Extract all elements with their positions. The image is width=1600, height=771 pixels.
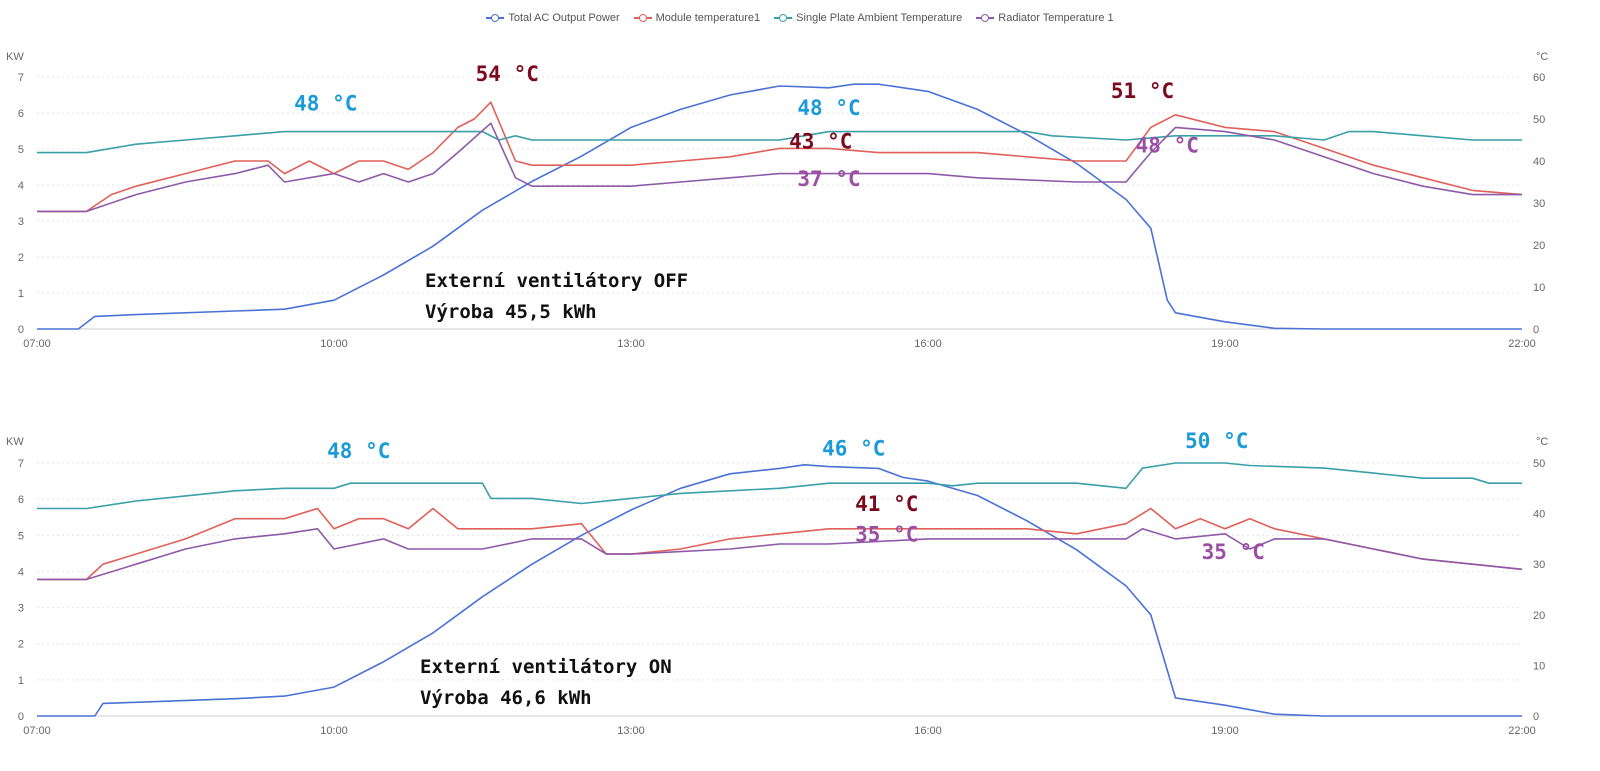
left-axis-tick-label: 4 xyxy=(18,566,24,578)
temperature-annotation: 37 °C xyxy=(797,167,860,191)
temperature-annotation: 48 °C xyxy=(327,439,390,463)
chart-note: Externí ventilátory ON xyxy=(420,656,672,678)
legend-item[interactable]: Single Plate Ambient Temperature xyxy=(774,12,962,24)
temperature-annotation: 35 °C xyxy=(1202,540,1265,564)
left-axis-tick-label: 0 xyxy=(18,711,24,723)
x-axis-tick-label: 19:00 xyxy=(1211,338,1239,350)
right-axis-tick-label: 30 xyxy=(1533,198,1545,210)
series-line-radiator-temperature-1 xyxy=(37,122,1522,213)
legend-marker-icon xyxy=(633,13,652,23)
left-axis-tick-label: 6 xyxy=(18,494,24,506)
temperature-annotation: 50 °C xyxy=(1185,429,1248,453)
left-axis-tick-label: 3 xyxy=(18,216,24,228)
x-axis-tick-label: 13:00 xyxy=(617,338,645,350)
temperature-annotation: 43 °C xyxy=(789,129,852,153)
x-axis-tick-label: 22:00 xyxy=(1508,725,1536,737)
left-axis-tick-label: 2 xyxy=(18,639,24,651)
temperature-annotation: 35 °C xyxy=(855,522,918,546)
right-axis-tick-label: 50 xyxy=(1533,114,1545,126)
right-axis-tick-label: 0 xyxy=(1533,711,1539,723)
right-axis-tick-label: 40 xyxy=(1533,156,1545,168)
left-axis-tick-label: 1 xyxy=(18,675,24,687)
series-line-module-temperature1 xyxy=(37,101,1523,213)
chart-legend: Total AC Output Power Module temperature1… xyxy=(0,12,1600,24)
legend-item[interactable]: Radiator Temperature 1 xyxy=(976,12,1114,24)
x-axis-tick-label: 07:00 xyxy=(23,338,51,350)
left-axis-unit: KW xyxy=(6,51,24,63)
temperature-annotation: 41 °C xyxy=(855,492,918,516)
left-axis-tick-label: 3 xyxy=(18,603,24,615)
temperature-annotation: 46 °C xyxy=(822,436,885,460)
x-axis-tick-label: 16:00 xyxy=(914,338,942,350)
left-axis-tick-label: 7 xyxy=(18,72,24,84)
right-axis-tick-label: 50 xyxy=(1533,458,1545,470)
legend-label: Radiator Temperature 1 xyxy=(998,12,1114,24)
left-axis-tick-label: 6 xyxy=(18,108,24,120)
right-axis-tick-label: 10 xyxy=(1533,282,1545,294)
temperature-annotation: 48 °C xyxy=(797,96,860,120)
right-axis-tick-label: 20 xyxy=(1533,610,1545,622)
right-axis-tick-label: 30 xyxy=(1533,559,1545,571)
legend-label: Module temperature1 xyxy=(655,12,761,24)
legend-item[interactable]: Total AC Output Power xyxy=(486,12,620,24)
series-line-module-temperature1 xyxy=(37,507,1523,581)
x-axis-tick-label: 07:00 xyxy=(23,725,51,737)
left-axis-tick-label: 4 xyxy=(18,180,24,192)
temperature-annotation: 48 °C xyxy=(294,92,357,116)
temperature-annotation: 48 °C xyxy=(1136,134,1199,158)
right-axis-unit: °C xyxy=(1536,436,1548,448)
left-axis-tick-label: 1 xyxy=(18,288,24,300)
temperature-annotation: 54 °C xyxy=(476,62,539,86)
left-axis-tick-label: 7 xyxy=(18,458,24,470)
x-axis-tick-label: 19:00 xyxy=(1211,725,1239,737)
chart-note: Výroba 45,5 kWh xyxy=(425,301,597,323)
series-line-radiator-temperature-1 xyxy=(37,528,1523,581)
right-axis-tick-label: 40 xyxy=(1533,509,1545,521)
left-axis-tick-label: 5 xyxy=(18,144,24,156)
legend-label: Total AC Output Power xyxy=(508,12,620,24)
series-line-single-plate-ambient-temperature xyxy=(37,130,1522,154)
x-axis-tick-label: 13:00 xyxy=(617,725,645,737)
x-axis-tick-label: 22:00 xyxy=(1508,338,1536,350)
series-line-single-plate-ambient-temperature xyxy=(37,462,1522,510)
x-axis-tick-label: 10:00 xyxy=(320,338,348,350)
series-line-total-ac-output-power xyxy=(37,464,1522,717)
chart-note: Výroba 46,6 kWh xyxy=(420,687,592,709)
legend-marker-icon xyxy=(976,13,995,23)
left-axis-tick-label: 5 xyxy=(18,530,24,542)
temperature-annotation: 51 °C xyxy=(1111,79,1174,103)
left-axis-tick-label: 0 xyxy=(18,324,24,336)
right-axis-tick-label: 0 xyxy=(1533,324,1539,336)
right-axis-tick-label: 60 xyxy=(1533,72,1545,84)
chart-note: Externí ventilátory OFF xyxy=(425,270,688,292)
legend-marker-icon xyxy=(486,13,505,23)
series-line-total-ac-output-power xyxy=(37,83,1522,330)
legend-marker-icon xyxy=(774,13,793,23)
legend-label: Single Plate Ambient Temperature xyxy=(796,12,963,24)
x-axis-tick-label: 16:00 xyxy=(914,725,942,737)
right-axis-unit: °C xyxy=(1536,51,1548,63)
left-axis-tick-label: 2 xyxy=(18,252,24,264)
right-axis-tick-label: 20 xyxy=(1533,240,1545,252)
right-axis-tick-label: 10 xyxy=(1533,660,1545,672)
legend-item[interactable]: Module temperature1 xyxy=(633,12,761,24)
left-axis-unit: KW xyxy=(6,436,24,448)
x-axis-tick-label: 10:00 xyxy=(320,725,348,737)
